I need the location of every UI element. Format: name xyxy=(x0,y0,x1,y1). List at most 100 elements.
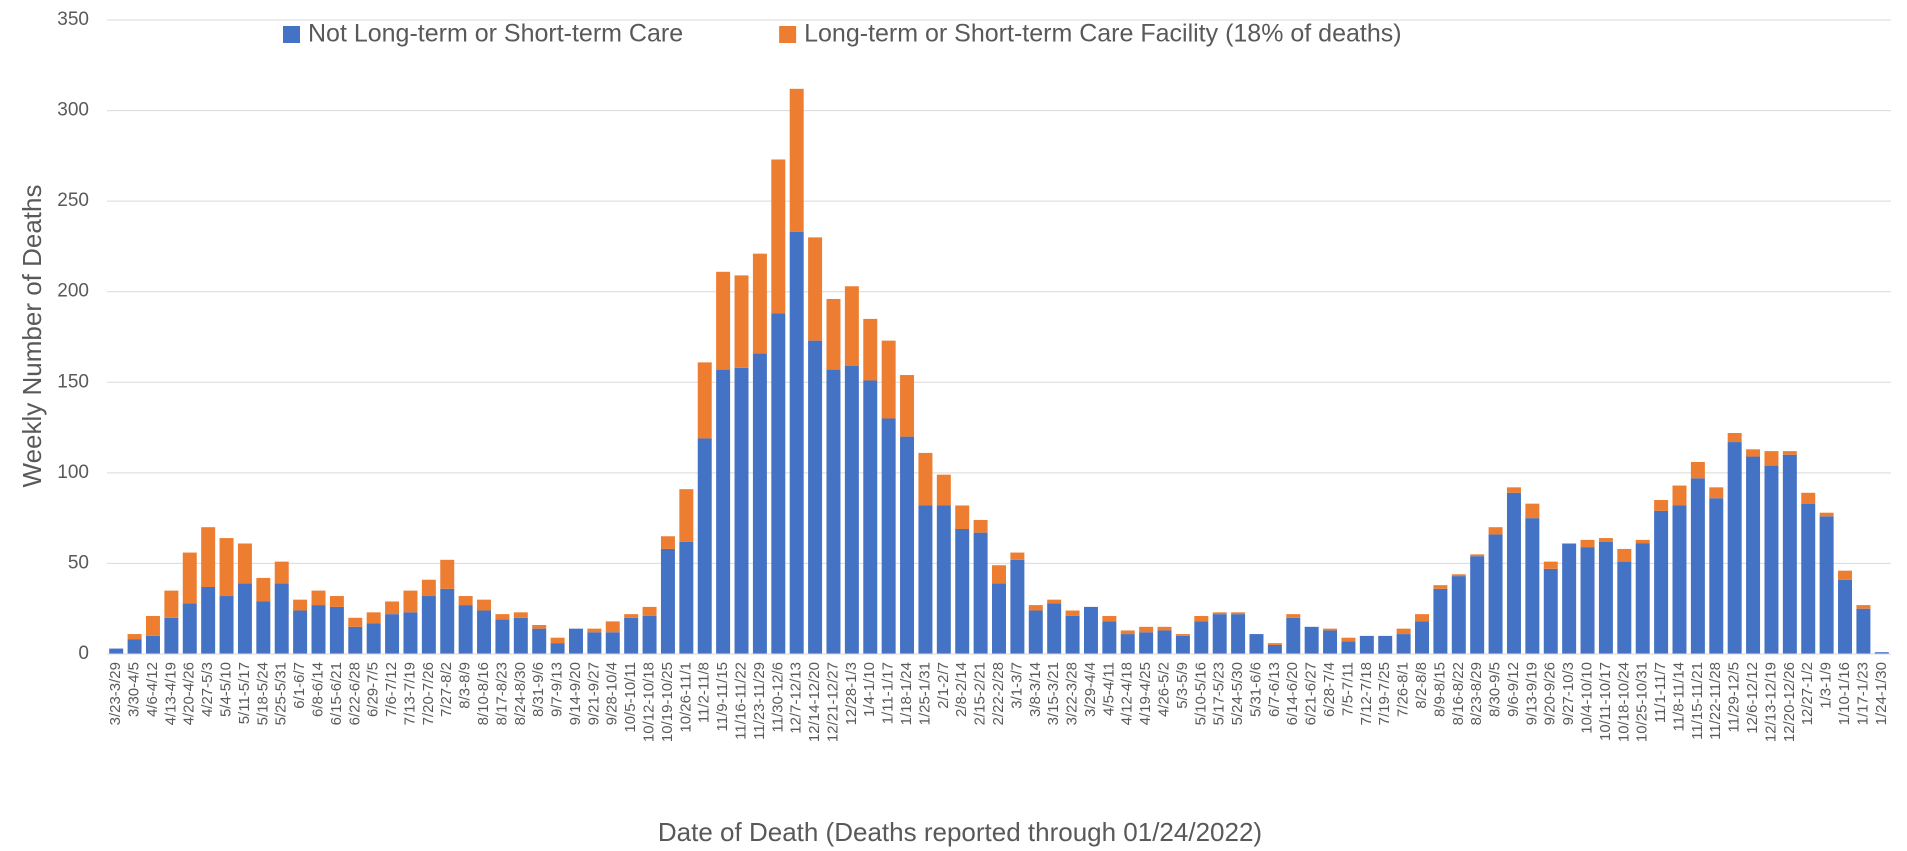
legend-swatch xyxy=(283,26,300,43)
bar-segment xyxy=(164,590,179,618)
bar-segment xyxy=(1617,561,1632,654)
x-tick-label: 3/30-4/5 xyxy=(126,662,143,717)
x-tick-label: 5/11-5/17 xyxy=(236,662,253,724)
bar-segment xyxy=(1139,632,1154,654)
x-tick-label: 5/3-5/9 xyxy=(1174,662,1191,709)
bar-segment xyxy=(1212,612,1227,615)
bar-segment xyxy=(1764,465,1779,654)
bar-segment xyxy=(366,623,381,654)
bar-segment xyxy=(1543,568,1558,654)
bar-segment xyxy=(458,596,473,606)
bar-segment xyxy=(1323,630,1338,654)
bar-segment xyxy=(532,628,547,654)
y-tick-label: 150 xyxy=(57,371,89,392)
x-tick-label: 9/28-10/4 xyxy=(604,662,621,725)
legend-swatch xyxy=(779,26,797,43)
bar-segment xyxy=(1010,552,1025,560)
x-tick-label: 6/14-6/20 xyxy=(1284,662,1301,725)
bar-segment xyxy=(624,617,639,654)
bar-segment xyxy=(660,536,675,549)
bar-segment xyxy=(1102,621,1117,654)
bar-segment xyxy=(329,606,344,654)
bar-segment xyxy=(789,231,804,655)
bar-segment xyxy=(1782,454,1797,654)
bar-segment xyxy=(679,541,694,654)
x-tick-label: 9/7-9/13 xyxy=(549,662,566,717)
x-tick-label: 2/22-2/28 xyxy=(990,662,1007,725)
x-tick-label: 9/27-10/3 xyxy=(1560,662,1577,725)
x-tick-label: 6/22-6/28 xyxy=(346,662,363,725)
bar-segment xyxy=(1396,628,1411,635)
x-tick-label: 2/1-2/7 xyxy=(935,662,952,709)
x-tick-label: 3/29-4/4 xyxy=(1082,662,1099,717)
bar-segment xyxy=(1231,612,1246,615)
x-tick-label: 11/1-11/7 xyxy=(1652,662,1669,723)
bar-segment xyxy=(440,559,455,589)
bar-segment xyxy=(789,88,804,232)
bar-segment xyxy=(1580,547,1595,654)
bar-segment xyxy=(458,605,473,654)
bar-segment xyxy=(973,519,988,533)
bar-segment xyxy=(936,505,951,654)
bar-segment xyxy=(1488,534,1503,654)
y-tick-label: 0 xyxy=(78,643,89,664)
bar-segment xyxy=(697,438,712,654)
bar-segment xyxy=(624,614,639,618)
bar-segment xyxy=(1304,626,1319,654)
bar-segment xyxy=(145,615,160,636)
bar-segment xyxy=(127,634,142,640)
bar-segment xyxy=(1654,500,1669,511)
bar-segment xyxy=(495,619,510,654)
bar-segment xyxy=(513,617,528,654)
bar-segment xyxy=(1838,579,1853,654)
bar-segment xyxy=(881,340,896,419)
bar-segment xyxy=(844,286,859,366)
bar-segment xyxy=(348,617,363,627)
x-tick-label: 8/10-8/16 xyxy=(475,662,492,725)
bar-segment xyxy=(1451,574,1466,577)
x-tick-label: 11/2-11/8 xyxy=(696,662,713,723)
bar-segment xyxy=(201,586,216,654)
bar-segment xyxy=(1323,628,1338,631)
x-tick-label: 6/29-7/5 xyxy=(365,662,382,717)
x-tick-label: 12/7-12/13 xyxy=(788,662,805,734)
x-tick-label: 8/9-8/15 xyxy=(1431,662,1448,717)
bar-segment xyxy=(697,362,712,439)
x-tick-label: 11/8-11/14 xyxy=(1670,662,1687,732)
x-tick-label: 7/20-7/26 xyxy=(420,662,437,725)
x-tick-label: 4/5-4/11 xyxy=(1100,662,1117,716)
x-tick-label: 3/23-3/29 xyxy=(107,662,124,725)
bar-segment xyxy=(1690,461,1705,479)
y-tick-label: 300 xyxy=(57,100,89,121)
x-tick-label: 6/28-7/4 xyxy=(1321,662,1338,717)
x-tick-label: 2/15-2/21 xyxy=(972,662,989,725)
x-tick-label: 11/9-11/15 xyxy=(714,662,731,732)
bar-segment xyxy=(605,621,620,633)
x-tick-label: 8/30-9/5 xyxy=(1487,662,1504,717)
bar-segment xyxy=(752,353,767,654)
x-tick-label: 1/24-1/30 xyxy=(1873,662,1890,725)
bar-segment xyxy=(256,601,271,654)
bar-segment xyxy=(1819,512,1834,517)
bar-segment xyxy=(1874,652,1889,654)
x-tick-label: 12/21-12/27 xyxy=(824,662,841,742)
bar-segment xyxy=(1120,634,1135,654)
bar-segment xyxy=(1746,456,1761,654)
bar-segment xyxy=(734,275,749,368)
bar-segment xyxy=(992,583,1006,654)
bar-segment xyxy=(605,632,620,654)
x-tick-label: 11/30-12/6 xyxy=(769,662,786,733)
x-tick-label: 10/11-10/17 xyxy=(1597,662,1614,741)
bar-segment xyxy=(1617,548,1632,562)
bar-segment xyxy=(1378,635,1393,654)
bar-segment xyxy=(1801,503,1816,654)
bar-segment xyxy=(293,610,308,654)
bar-segment xyxy=(955,529,970,654)
bar-segment xyxy=(1341,637,1356,642)
x-tick-label: 10/26-11/1 xyxy=(677,662,694,733)
x-tick-label: 11/16-11/22 xyxy=(732,662,749,740)
y-tick-label: 250 xyxy=(57,190,89,211)
bar-segment xyxy=(808,237,823,341)
bar-segment xyxy=(900,436,915,654)
